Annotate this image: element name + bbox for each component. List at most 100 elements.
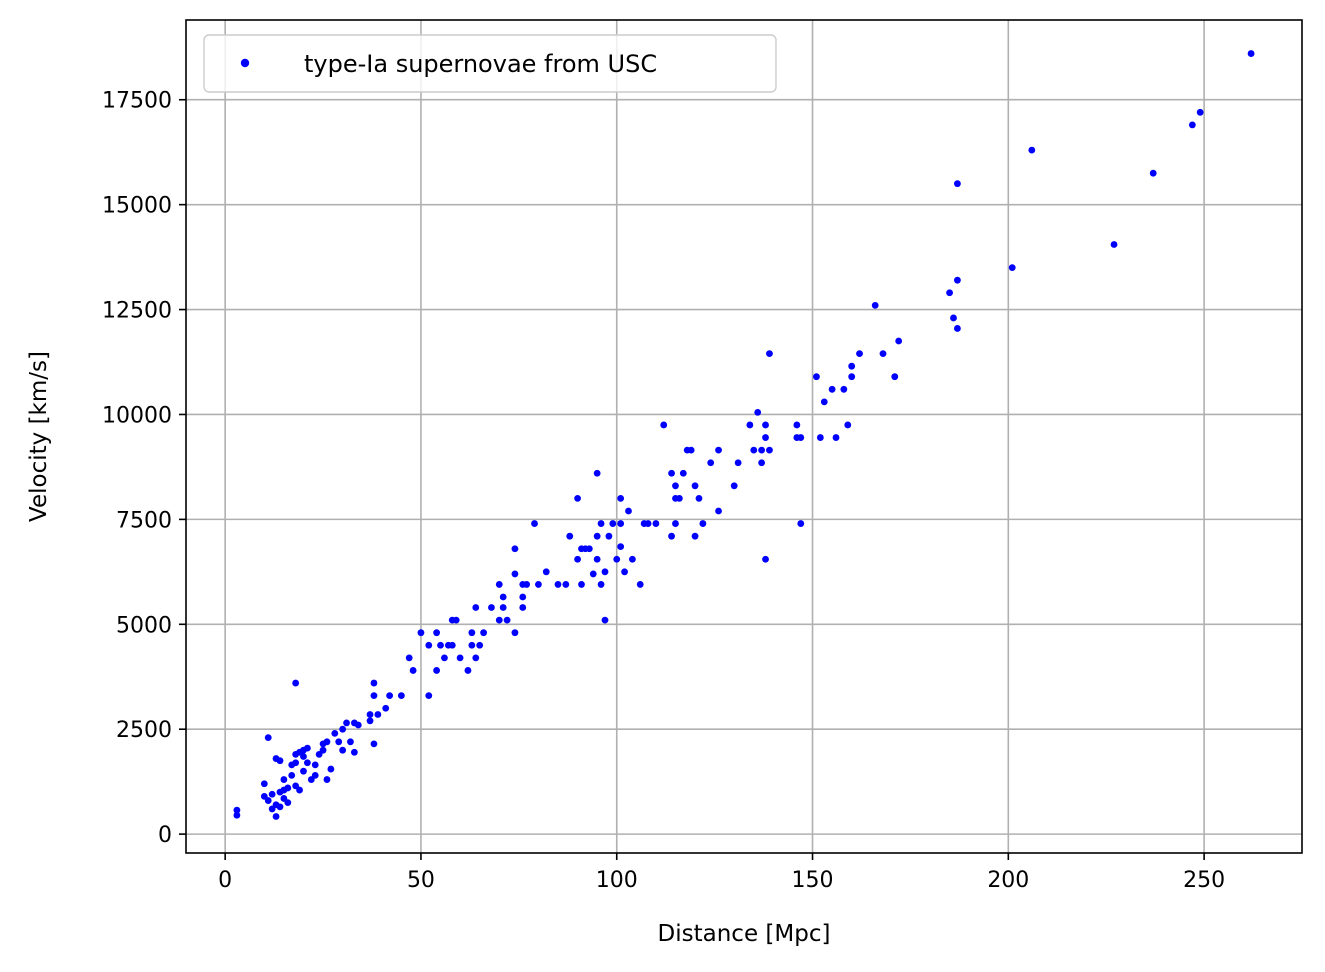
y-tick-label: 2500: [116, 718, 172, 743]
data-point: [1008, 264, 1016, 271]
data-point: [601, 568, 609, 576]
data-point: [370, 740, 378, 748]
data-point: [891, 373, 899, 381]
data-point: [347, 738, 354, 746]
data-point: [574, 494, 581, 502]
x-tick-label: 50: [407, 868, 435, 893]
x-tick-label: 250: [1183, 868, 1225, 893]
data-point: [511, 545, 519, 553]
data-point: [405, 654, 413, 662]
data-point: [354, 721, 362, 729]
data-point: [672, 482, 679, 490]
data-point: [762, 555, 769, 563]
data-point: [679, 469, 687, 477]
data-point: [715, 446, 722, 454]
data-point: [468, 629, 476, 637]
data-point: [652, 520, 660, 527]
data-point: [417, 629, 425, 637]
data-point: [488, 604, 495, 611]
legend-marker-icon: [240, 58, 250, 68]
data-point: [264, 797, 272, 804]
data-point: [762, 434, 769, 441]
data-point: [366, 711, 374, 718]
data-point: [323, 738, 331, 746]
data-point: [766, 446, 773, 454]
y-tick-label: 17500: [102, 89, 172, 114]
data-point: [566, 532, 574, 540]
data-point: [730, 482, 738, 490]
data-point: [1110, 241, 1118, 248]
data-point: [323, 776, 331, 783]
data-point: [797, 434, 805, 441]
data-point: [292, 679, 300, 687]
data-point: [409, 667, 417, 674]
data-point: [750, 446, 758, 454]
data-point: [264, 734, 272, 741]
data-point: [284, 784, 292, 792]
legend: type-Ia supernovae from USC: [203, 34, 777, 93]
plot-frame: [185, 19, 1303, 854]
data-point: [260, 780, 268, 788]
data-point: [311, 761, 319, 769]
data-point: [617, 520, 625, 527]
data-point: [754, 408, 762, 416]
data-point: [871, 301, 879, 309]
data-point: [593, 532, 601, 540]
data-point: [707, 459, 715, 467]
data-point: [339, 746, 347, 754]
data-point: [296, 786, 303, 794]
data-point: [374, 711, 382, 718]
y-tick-label: 0: [158, 823, 172, 848]
data-point: [1149, 169, 1157, 177]
data-point: [593, 555, 601, 563]
x-axis-label: Distance [Mpc]: [658, 921, 831, 947]
data-point: [472, 604, 480, 611]
data-point: [464, 667, 472, 674]
data-point: [585, 545, 593, 553]
axis-ticks: [179, 98, 1205, 860]
data-point: [331, 730, 339, 737]
data-point: [766, 350, 773, 358]
data-point: [480, 629, 487, 637]
data-point: [793, 421, 801, 429]
data-point: [519, 604, 527, 611]
data-point: [476, 641, 484, 649]
data-point: [319, 746, 327, 754]
data-point: [828, 385, 836, 393]
data-point: [597, 581, 605, 588]
data-point: [691, 482, 699, 490]
data-point: [311, 771, 319, 779]
data-point: [758, 459, 766, 467]
data-point: [601, 616, 609, 624]
data-point: [617, 494, 625, 502]
y-tick-label: 15000: [102, 194, 172, 219]
y-axis-label: Velocity [km/s]: [26, 351, 52, 522]
data-point: [280, 776, 288, 783]
data-point: [895, 337, 903, 345]
data-point: [617, 543, 625, 551]
data-point: [288, 771, 296, 779]
data-point: [797, 520, 805, 527]
data-point: [268, 790, 276, 798]
data-point: [433, 629, 441, 637]
data-point: [668, 469, 675, 477]
data-point: [503, 616, 511, 624]
data-point: [816, 434, 824, 441]
data-point: [644, 520, 652, 527]
data-point: [613, 555, 621, 563]
data-point: [950, 314, 957, 322]
data-point: [675, 494, 683, 502]
data-point: [382, 704, 390, 712]
data-point: [762, 421, 769, 429]
data-point: [452, 616, 460, 624]
data-point: [343, 719, 350, 727]
data-point: [542, 568, 550, 576]
data-point: [1247, 50, 1255, 57]
data-point: [844, 421, 852, 429]
data-point: [832, 434, 840, 441]
x-tick-label: 100: [596, 868, 638, 893]
data-point: [660, 421, 668, 429]
data-point: [574, 555, 581, 563]
data-point: [511, 629, 519, 637]
